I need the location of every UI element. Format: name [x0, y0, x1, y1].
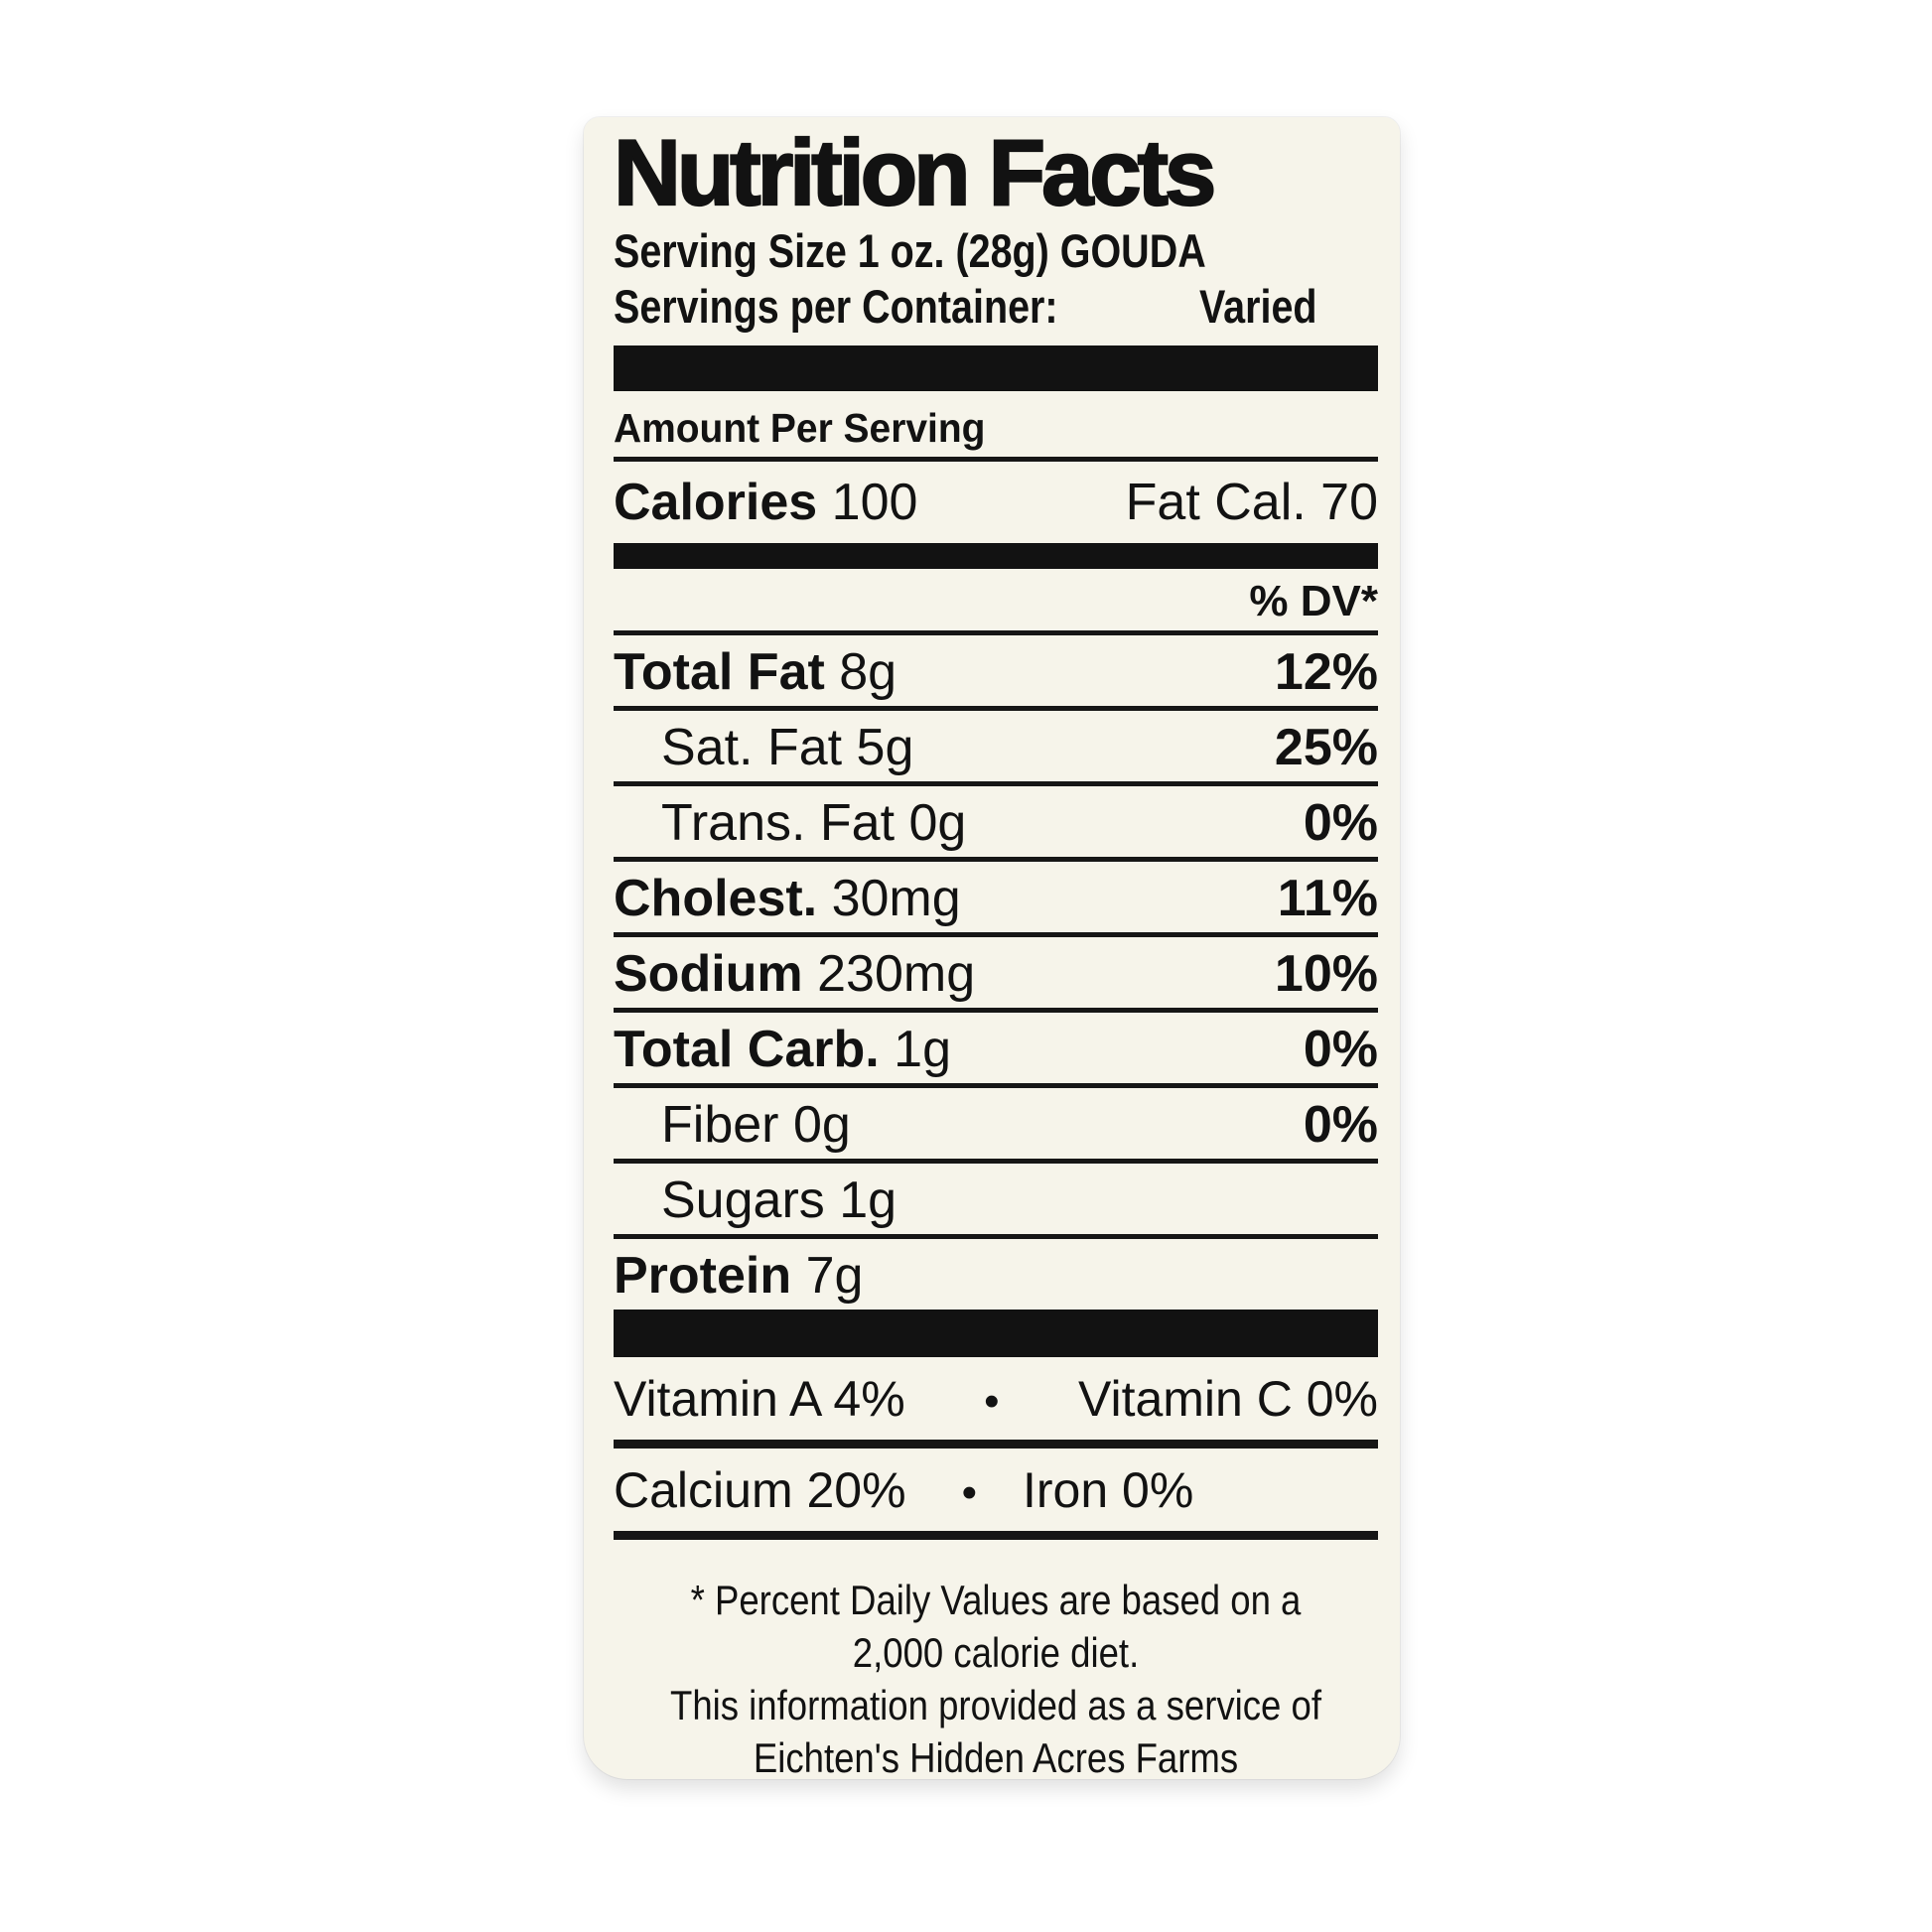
footnote-line-3: This information provided as a service o… [669, 1682, 1321, 1728]
iron-value: Iron 0% [1022, 1462, 1194, 1518]
footnote-line-2: 2,000 calorie diet. [852, 1629, 1140, 1676]
nutrient-amount: 1g [839, 1172, 897, 1229]
nutrient-row-total-fat: Total Fat 8g 12% [614, 635, 1378, 711]
nutrient-amount: 8g [839, 643, 897, 701]
nutrient-row-sat-fat: Sat. Fat 5g 25% [614, 711, 1378, 786]
micronutrient-row-minerals: Calcium 20% • Iron 0% [614, 1449, 1378, 1540]
nutrient-row-sugars: Sugars 1g [614, 1164, 1378, 1239]
servings-per-container-value: Varied [1198, 280, 1317, 333]
footnote: * Percent Daily Values are based on a 2,… [614, 1574, 1378, 1784]
serving-size-text: Serving Size 1 oz. (28g) GOUDA [614, 224, 1206, 277]
nutrient-dv: 12% [1274, 643, 1378, 701]
nutrient-amount: 1g [894, 1021, 952, 1078]
bullet-separator: • [961, 1468, 977, 1517]
nutrient-dv: 25% [1274, 719, 1378, 776]
nutrient-amount: 5g [856, 719, 914, 776]
nutrient-name: Fiber [661, 1096, 779, 1154]
percent-dv-header: % DV* [1249, 577, 1378, 625]
fat-cal-label: Fat Cal. [1125, 474, 1307, 531]
fat-cal-value: 70 [1320, 474, 1378, 531]
nutrient-row-protein: Protein 7g [614, 1239, 1378, 1310]
vitamin-c-value: Vitamin C 0% [1078, 1371, 1378, 1427]
calories-row: Calories 100 Fat Cal. 70 [614, 474, 1378, 531]
thick-divider-bar-calories [614, 543, 1378, 569]
nutrient-name: Cholest. [614, 870, 818, 927]
nutrient-name: Sodium [614, 945, 803, 1003]
nutrient-amount: 0g [908, 794, 967, 852]
nutrient-amount: 230mg [817, 945, 976, 1003]
nutrient-dv: 0% [1303, 1021, 1378, 1078]
label-title: Nutrition Facts [613, 120, 1217, 224]
vitamin-a-value: Vitamin A 4% [614, 1371, 905, 1427]
serving-size-line: Serving Size 1 oz. (28g) GOUDA [614, 224, 1378, 278]
nutrient-name: Sugars [661, 1172, 825, 1229]
nutrient-name: Total Fat [614, 643, 825, 701]
servings-per-container-line: Servings per Container: Varied [614, 278, 1378, 336]
nutrient-name: Trans. Fat [661, 794, 896, 852]
thick-divider-bar-bottom [614, 1310, 1378, 1357]
nutrient-name: Sat. Fat [661, 719, 843, 776]
nutrient-amount: 30mg [831, 870, 961, 927]
footnote-line-4: Eichten's Hidden Acres Farms [753, 1734, 1239, 1781]
nutrient-row-total-carb: Total Carb. 1g 0% [614, 1013, 1378, 1088]
nutrient-row-fiber: Fiber 0g 0% [614, 1088, 1378, 1164]
divider [614, 630, 1378, 635]
nutrition-facts-label: Nutrition Facts Serving Size 1 oz. (28g)… [584, 117, 1400, 1781]
divider [614, 457, 1378, 462]
servings-per-container-label: Servings per Container: [614, 280, 1058, 333]
amount-per-serving-heading: Amount Per Serving [614, 405, 986, 451]
thick-divider-bar-top [614, 345, 1378, 391]
nutrient-amount: 7g [805, 1247, 864, 1305]
calcium-value: Calcium 20% [614, 1462, 906, 1518]
nutrient-dv: 0% [1303, 1096, 1378, 1154]
nutrient-row-sodium: Sodium 230mg 10% [614, 937, 1378, 1013]
nutrient-name: Total Carb. [614, 1021, 880, 1078]
nutrient-amount: 0g [792, 1096, 851, 1154]
nutrient-row-cholesterol: Cholest. 30mg 11% [614, 862, 1378, 937]
nutrient-name: Protein [614, 1247, 792, 1305]
calories-cell: Calories 100 [614, 474, 917, 531]
calories-label: Calories [614, 474, 818, 531]
micronutrient-row-vitamins: Vitamin A 4% • Vitamin C 0% [614, 1357, 1378, 1449]
nutrient-dv: 11% [1277, 870, 1378, 927]
fat-calories-cell: Fat Cal. 70 [1126, 474, 1378, 531]
nutrient-dv: 0% [1303, 794, 1378, 852]
footnote-line-1: * Percent Daily Values are based on a [690, 1577, 1302, 1623]
calories-value: 100 [831, 474, 918, 531]
nutrient-dv: 10% [1274, 945, 1378, 1003]
nutrient-row-trans-fat: Trans. Fat 0g 0% [614, 786, 1378, 862]
bullet-separator: • [984, 1377, 1000, 1426]
